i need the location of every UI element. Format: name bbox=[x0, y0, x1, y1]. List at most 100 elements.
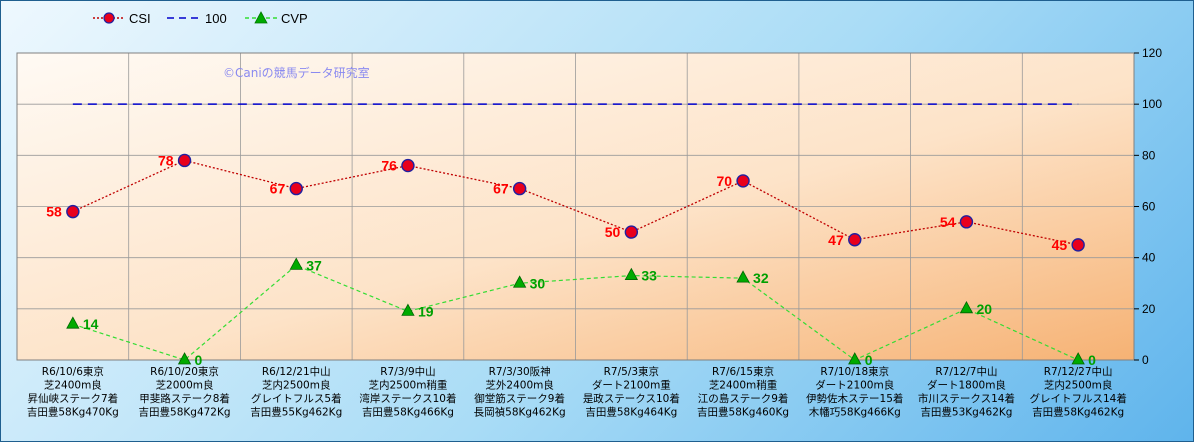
x-category-label-9: R7/12/27中山芝内2500m良グレイトフルス14着吉田豊58Kg462Kg bbox=[1029, 365, 1126, 419]
cvp-data-label-9: 0 bbox=[1088, 352, 1096, 368]
csi-point-9 bbox=[1071, 238, 1085, 252]
csi-data-label-0: 58 bbox=[46, 204, 62, 220]
x-category-line-0-3: 吉田豊58Kg470Kg bbox=[27, 406, 119, 419]
x-category-line-9-0: R7/12/27中山 bbox=[1044, 365, 1113, 378]
x-category-label-4: R7/3/30阪神芝外2400m良御堂筋ステーク9着長岡禎58Kg462Kg bbox=[474, 365, 566, 419]
x-category-line-2-3: 吉田豊55Kg462Kg bbox=[250, 406, 342, 419]
x-category-line-4-0: R7/3/30阪神 bbox=[489, 365, 551, 378]
x-category-line-5-2: 是政ステークス10着 bbox=[583, 392, 680, 405]
x-category-line-7-1: ダート2100m良 bbox=[815, 379, 894, 392]
cvp-point-6 bbox=[736, 270, 750, 283]
csi-point-4 bbox=[512, 181, 527, 196]
x-category-label-8: R7/12/7中山ダート1800m良市川ステークス14着吉田豊53Kg462Kg bbox=[918, 365, 1015, 419]
csi-data-label-7: 47 bbox=[828, 232, 844, 248]
x-category-line-9-1: 芝内2500m良 bbox=[1044, 379, 1112, 392]
x-category-line-8-3: 吉田豊53Kg462Kg bbox=[920, 406, 1012, 419]
x-category-label-6: R7/6/15東京芝2400m稍重江の島ステーク9着吉田豊58Kg460Kg bbox=[697, 365, 789, 419]
x-category-line-6-1: 芝2400m稍重 bbox=[709, 379, 777, 392]
y-tick-label-4: 80 bbox=[1142, 148, 1156, 162]
y-tick-label-6: 120 bbox=[1142, 46, 1162, 60]
x-category-line-8-0: R7/12/7中山 bbox=[935, 365, 997, 378]
cvp-data-label-3: 19 bbox=[418, 303, 434, 319]
cvp-point-0 bbox=[66, 316, 80, 329]
x-category-line-7-0: R7/10/18東京 bbox=[820, 365, 889, 378]
x-category-line-1-2: 甲斐路ステーク8着 bbox=[139, 392, 230, 405]
cvp-point-9 bbox=[1071, 352, 1085, 365]
csi-point-5 bbox=[624, 225, 639, 239]
cvp-point-8 bbox=[959, 300, 974, 314]
cvp-point-5 bbox=[624, 267, 639, 280]
y-tick-label-1: 20 bbox=[1142, 302, 1156, 316]
x-category-line-1-0: R6/10/20東京 bbox=[150, 365, 219, 378]
cvp-point-1 bbox=[177, 352, 192, 365]
x-category-label-1: R6/10/20東京芝2000m良甲斐路ステーク8着吉田豊58Kg472Kg bbox=[139, 365, 231, 419]
y-tick-label-3: 60 bbox=[1142, 200, 1156, 214]
csi-data-label-8: 54 bbox=[940, 214, 956, 230]
cvp-data-label-4: 30 bbox=[530, 275, 546, 291]
cvp-data-label-8: 20 bbox=[976, 301, 992, 317]
x-category-line-3-1: 芝内2500m稍重 bbox=[368, 379, 447, 392]
csi-point-3 bbox=[401, 158, 415, 173]
x-category-line-9-2: グレイトフルス14着 bbox=[1029, 392, 1126, 405]
legend-label-100: 100 bbox=[205, 11, 227, 26]
series-line-csi bbox=[72, 159, 1079, 246]
legend-label-cvp: CVP bbox=[281, 11, 308, 26]
x-category-label-2: R6/12/21中山芝内2500m良グレイトフルス5着吉田豊55Kg462Kg bbox=[250, 365, 342, 419]
cvp-data-label-5: 33 bbox=[641, 268, 657, 284]
legend-item-csi: CSI bbox=[93, 11, 151, 26]
csi-data-label-3: 76 bbox=[381, 158, 397, 174]
x-category-line-0-2: 昇仙峡ステーク7着 bbox=[28, 392, 119, 405]
x-category-line-0-1: 芝2400m良 bbox=[44, 379, 102, 392]
cvp-point-2 bbox=[289, 257, 303, 270]
x-category-line-5-0: R7/5/3東京 bbox=[604, 365, 659, 378]
cvp-data-label-7: 0 bbox=[865, 352, 873, 368]
x-category-label-0: R6/10/6東京芝2400m良昇仙峡ステーク7着吉田豊58Kg470Kg bbox=[27, 365, 119, 419]
cvp-data-label-2: 37 bbox=[306, 257, 322, 273]
x-category-line-8-1: ダート1800m良 bbox=[927, 379, 1006, 392]
cvp-data-label-1: 0 bbox=[195, 352, 203, 368]
csi-point-8 bbox=[959, 215, 974, 229]
csi-data-label-2: 67 bbox=[270, 181, 286, 197]
x-category-line-4-2: 御堂筋ステーク9着 bbox=[474, 392, 565, 405]
series-layer: 14 0 37 19 30 33 32 0 20 0 58 78 67 76 67 50 70 47 54 45 bbox=[46, 103, 1096, 368]
x-category-line-1-1: 芝2000m良 bbox=[156, 379, 214, 392]
x-category-label-7: R7/10/18東京ダート2100m良伊勢佐木ステー15着木幡巧58Kg466K… bbox=[806, 365, 903, 419]
x-category-line-7-2: 伊勢佐木ステー15着 bbox=[806, 392, 903, 405]
csi-data-label-9: 45 bbox=[1052, 237, 1068, 253]
csi-point-7 bbox=[848, 233, 862, 247]
legend: CSI 100 CVP bbox=[93, 11, 308, 26]
cvp-point-3 bbox=[401, 303, 415, 316]
cvp-data-label-6: 32 bbox=[753, 270, 769, 286]
x-category-line-1-3: 吉田豊58Kg472Kg bbox=[139, 406, 231, 419]
cvp-point-7 bbox=[848, 352, 862, 365]
csi-point-2 bbox=[289, 181, 303, 196]
y-tick-label-5: 100 bbox=[1142, 97, 1162, 111]
series-line-cvp bbox=[72, 264, 1079, 361]
x-category-line-3-0: R7/3/9中山 bbox=[380, 365, 435, 378]
x-category-label-5: R7/5/3東京ダート2100m重是政ステークス10着吉田豊58Kg464Kg bbox=[583, 365, 680, 419]
x-axis: R6/10/6東京芝2400m良昇仙峡ステーク7着吉田豊58Kg470KgR6/… bbox=[27, 365, 1127, 419]
legend-item-cvp: CVP bbox=[245, 11, 308, 26]
csi-data-label-1: 78 bbox=[158, 152, 174, 168]
x-category-line-0-0: R6/10/6東京 bbox=[42, 365, 104, 378]
x-category-line-3-2: 湾岸ステークス10着 bbox=[359, 392, 456, 405]
x-category-line-2-1: 芝内2500m良 bbox=[262, 379, 330, 392]
y-tick-label-0: 0 bbox=[1142, 353, 1149, 367]
legend-label-csi: CSI bbox=[129, 11, 151, 26]
x-category-line-6-3: 吉田豊58Kg460Kg bbox=[697, 406, 789, 419]
csi-point-6 bbox=[736, 174, 750, 188]
x-category-line-5-1: ダート2100m重 bbox=[592, 379, 671, 392]
x-category-line-6-0: R7/6/15東京 bbox=[712, 365, 774, 378]
x-category-line-4-1: 芝外2400m良 bbox=[485, 379, 553, 392]
x-category-line-2-2: グレイトフルス5着 bbox=[251, 392, 342, 405]
x-category-line-9-3: 吉田豊58Kg462Kg bbox=[1032, 406, 1124, 419]
legend-item-100: 100 bbox=[167, 11, 227, 26]
x-category-line-2-0: R6/12/21中山 bbox=[262, 365, 331, 378]
x-category-line-7-3: 木幡巧58Kg466Kg bbox=[809, 406, 901, 419]
csi-point-1 bbox=[177, 153, 192, 168]
x-category-line-3-3: 吉田豊58Kg466Kg bbox=[362, 406, 454, 419]
csi-data-label-5: 50 bbox=[605, 224, 621, 240]
x-category-label-3: R7/3/9中山芝内2500m稍重湾岸ステークス10着吉田豊58Kg466Kg bbox=[359, 365, 456, 419]
